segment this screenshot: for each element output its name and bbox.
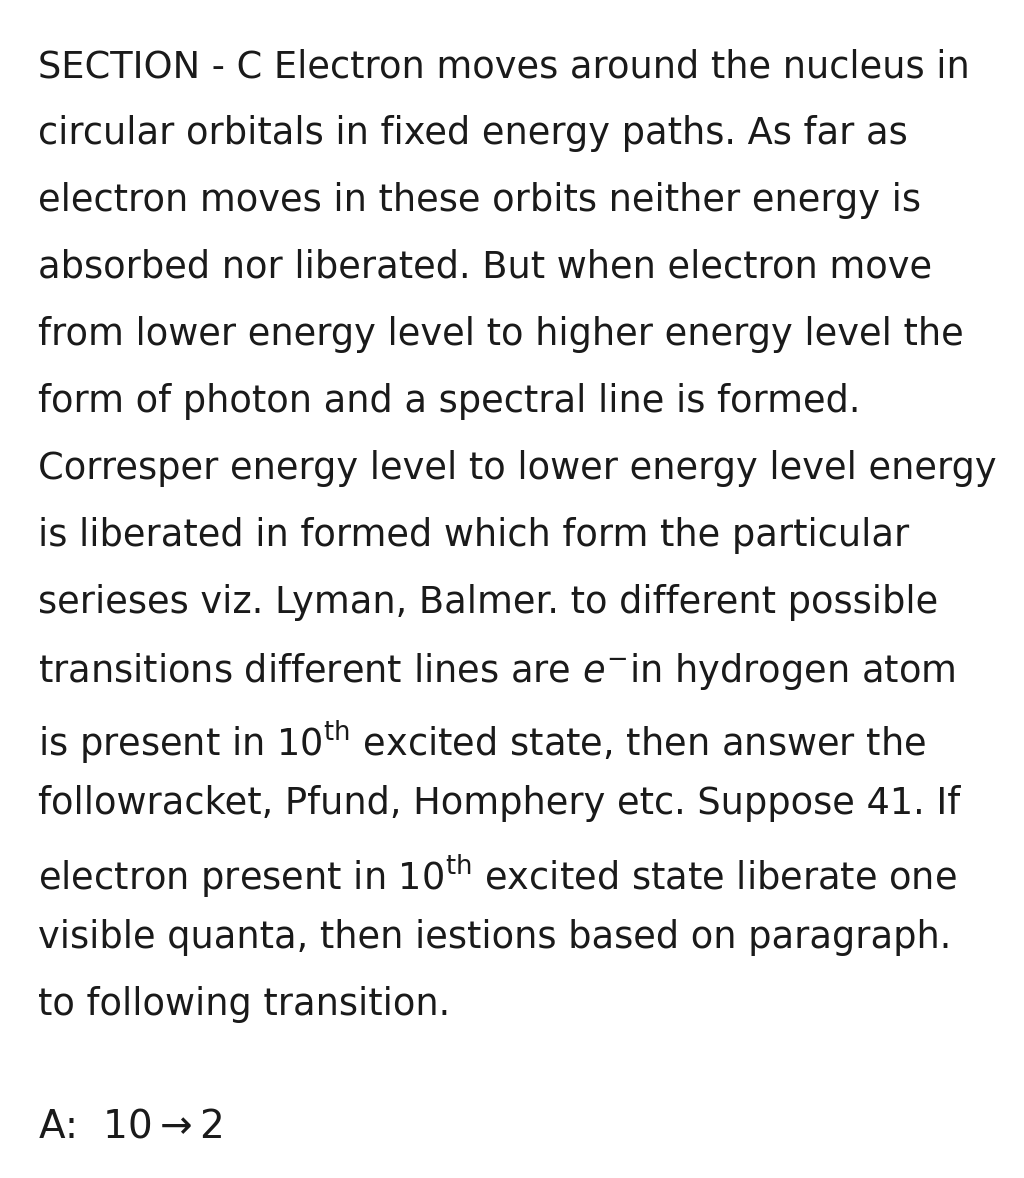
Text: Corresper energy level to lower energy level energy: Corresper energy level to lower energy l… (38, 450, 996, 487)
Text: serieses viz. Lyman, Balmer. to different possible: serieses viz. Lyman, Balmer. to differen… (38, 584, 938, 621)
Text: transitions different lines are $e^{-}$in hydrogen atom: transitions different lines are $e^{-}$i… (38, 651, 955, 691)
Text: circular orbitals in fixed energy paths. As far as: circular orbitals in fixed energy paths.… (38, 115, 907, 152)
Text: is liberated in formed which form the particular: is liberated in formed which form the pa… (38, 517, 909, 554)
Text: from lower energy level to higher energy level the: from lower energy level to higher energy… (38, 316, 964, 353)
Text: is present in $10^{\mathrm{th}}$ excited state, then answer the: is present in $10^{\mathrm{th}}$ excited… (38, 719, 926, 765)
Text: electron present in $10^{\mathrm{th}}$ excited state liberate one: electron present in $10^{\mathrm{th}}$ e… (38, 852, 956, 899)
Text: A:  $10 \rightarrow 2$: A: $10 \rightarrow 2$ (38, 1108, 222, 1146)
Text: form of photon and a spectral line is formed.: form of photon and a spectral line is fo… (38, 383, 860, 421)
Text: followracket, Pfund, Homphery etc. Suppose 41. If: followracket, Pfund, Homphery etc. Suppo… (38, 785, 961, 822)
Text: electron moves in these orbits neither energy is: electron moves in these orbits neither e… (38, 181, 921, 219)
Text: to following transition.: to following transition. (38, 986, 451, 1023)
Text: visible quanta, then iestions based on paragraph.: visible quanta, then iestions based on p… (38, 919, 951, 957)
Text: absorbed nor liberated. But when electron move: absorbed nor liberated. But when electro… (38, 249, 932, 286)
Text: SECTION - C Electron moves around the nucleus in: SECTION - C Electron moves around the nu… (38, 48, 970, 85)
